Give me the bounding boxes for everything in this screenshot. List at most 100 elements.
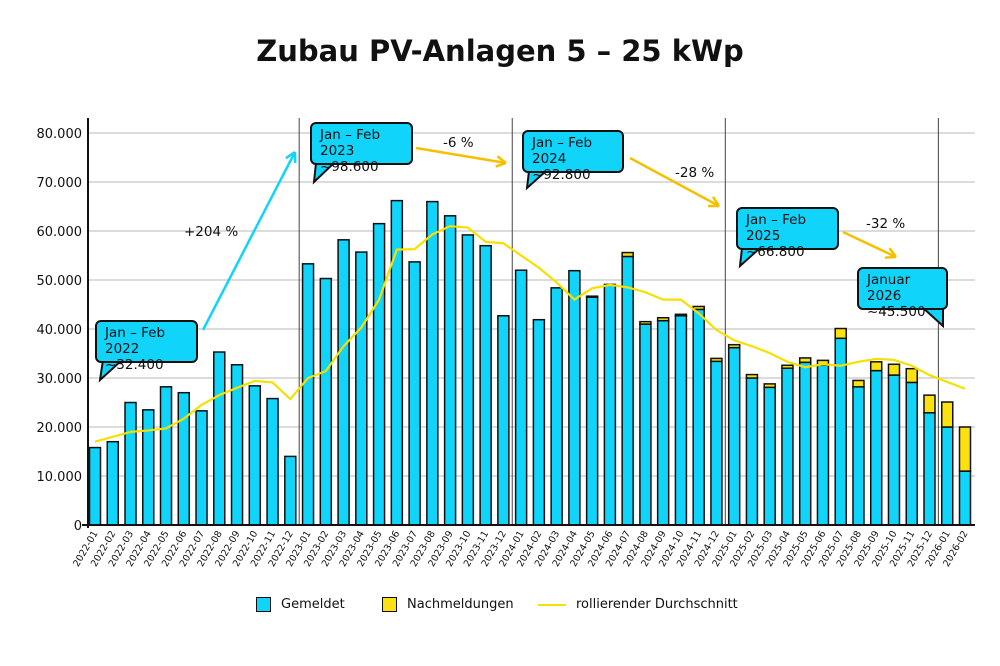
bar-nachmeldungen <box>958 426 972 472</box>
bar-gemeldet <box>159 386 173 526</box>
y-tick-label: 20.000 <box>37 421 83 436</box>
y-tick-label: 30.000 <box>37 372 83 387</box>
bar-gemeldet <box>603 283 617 526</box>
arrow-decrease-head <box>496 155 507 164</box>
bar-gemeldet <box>319 277 333 526</box>
bar-gemeldet <box>514 269 528 526</box>
callout-2022: Jan – Feb 2022 ~32.400 <box>95 320 198 373</box>
bar-gemeldet <box>124 401 137 526</box>
change-label-2023: +204 % <box>184 224 239 240</box>
bar-nachmeldungen <box>940 401 954 428</box>
bar-nachmeldungen <box>745 373 759 379</box>
callout-label: Jan – Feb 2022 <box>105 325 166 357</box>
bar-gemeldet <box>727 346 741 526</box>
arrow-increase <box>201 151 297 331</box>
bar-nachmeldungen <box>869 361 883 372</box>
bar-gemeldet <box>958 470 972 526</box>
bar-gemeldet <box>656 319 670 526</box>
callout-2026: Januar 2026 ~45.500 <box>857 267 948 320</box>
bar-gemeldet <box>692 308 705 526</box>
arrow-decrease <box>842 230 897 259</box>
bar-gemeldet <box>887 374 901 526</box>
bar-nachmeldungen <box>834 327 847 340</box>
bar-nachmeldungen <box>639 320 652 325</box>
bar-gemeldet <box>763 386 776 526</box>
bar-gemeldet <box>869 369 883 526</box>
bar-gemeldet <box>585 296 599 526</box>
bar-gemeldet <box>142 409 155 526</box>
bar-gemeldet <box>816 364 830 526</box>
bar-nachmeldungen <box>710 357 723 363</box>
arrow-decrease-head <box>495 161 507 168</box>
bar-nachmeldungen <box>798 357 812 364</box>
bar-gemeldet <box>266 397 279 526</box>
bar-gemeldet <box>479 244 492 526</box>
bar-gemeldet <box>284 455 297 526</box>
legend-label: rollierender Durchschnitt <box>576 597 738 612</box>
y-tick-label: 0 <box>74 519 82 534</box>
y-tick-label: 70.000 <box>37 176 83 191</box>
bar-gemeldet <box>355 251 368 526</box>
bar-gemeldet <box>798 361 812 526</box>
bar-gemeldet <box>674 315 688 526</box>
bar-gemeldet <box>248 385 262 526</box>
y-tick-label: 40.000 <box>37 323 83 338</box>
bar-gemeldet <box>301 263 315 526</box>
bar-gemeldet <box>745 377 759 526</box>
bar-gemeldet <box>710 360 723 526</box>
bar-nachmeldungen <box>923 394 936 414</box>
bar-gemeldet <box>940 426 954 526</box>
arrow-decrease-head <box>888 247 898 258</box>
bar-nachmeldungen <box>781 364 794 369</box>
bar-nachmeldungen <box>887 363 901 376</box>
bar-gemeldet <box>408 261 421 526</box>
callout-2025: Jan – Feb 2025 ~66.800 <box>736 207 839 260</box>
bar-gemeldet <box>621 255 634 526</box>
change-label-2025: -28 % <box>675 165 715 181</box>
bar-gemeldet <box>213 351 226 526</box>
callout-label: Januar 2026 <box>867 272 911 304</box>
callout-value: ~98.600 <box>320 159 379 175</box>
arrow-decrease <box>629 156 720 208</box>
bar-gemeldet <box>905 381 918 526</box>
bar-gemeldet <box>426 200 439 526</box>
bar-nachmeldungen <box>727 343 741 349</box>
arrow-increase-head <box>285 150 296 160</box>
callout-value: ~66.800 <box>746 244 805 260</box>
chart-title: Zubau PV-Anlagen 5 – 25 kWp <box>256 34 744 68</box>
legend-label: Gemeldet <box>281 597 345 612</box>
bar-gemeldet <box>852 386 865 526</box>
bar-gemeldet <box>532 318 546 526</box>
bar-gemeldet <box>781 367 794 526</box>
arrow-decrease-head <box>884 255 897 259</box>
bar-gemeldet <box>372 222 386 526</box>
line-rollierender-durchschnitt <box>94 224 966 443</box>
callout-label: Jan – Feb 2025 <box>746 212 807 244</box>
arrow-decrease-head <box>711 196 721 207</box>
change-label-2026: -32 % <box>866 216 906 232</box>
callout-value: ~32.400 <box>105 357 164 373</box>
bar-gemeldet <box>106 440 120 526</box>
callout-2024: Jan – Feb 2024 ~92.800 <box>522 130 624 183</box>
y-tick-label: 60.000 <box>37 225 83 240</box>
bar-gemeldet <box>550 287 563 526</box>
arrow-decrease <box>415 146 507 165</box>
callout-label: Jan – Feb 2023 <box>320 127 381 159</box>
y-tick-label: 50.000 <box>37 274 83 289</box>
callout-value: ~45.500 <box>867 304 926 320</box>
bar-gemeldet <box>443 215 457 526</box>
legend-item-gemeldet: Gemeldet <box>256 597 345 612</box>
bar-nachmeldungen <box>656 316 670 322</box>
y-tick-label: 10.000 <box>37 470 83 485</box>
legend-swatch <box>256 597 271 612</box>
bar-gemeldet <box>639 323 652 526</box>
bar-nachmeldungen <box>763 383 776 389</box>
legend-item-nachmeldungen: Nachmeldungen <box>382 597 514 612</box>
y-tick-label: 80.000 <box>37 127 83 142</box>
bar-gemeldet <box>497 315 510 526</box>
callout-value: ~92.800 <box>532 167 591 183</box>
bar-gemeldet <box>88 446 102 526</box>
callout-label: Jan – Feb 2024 <box>532 135 593 167</box>
